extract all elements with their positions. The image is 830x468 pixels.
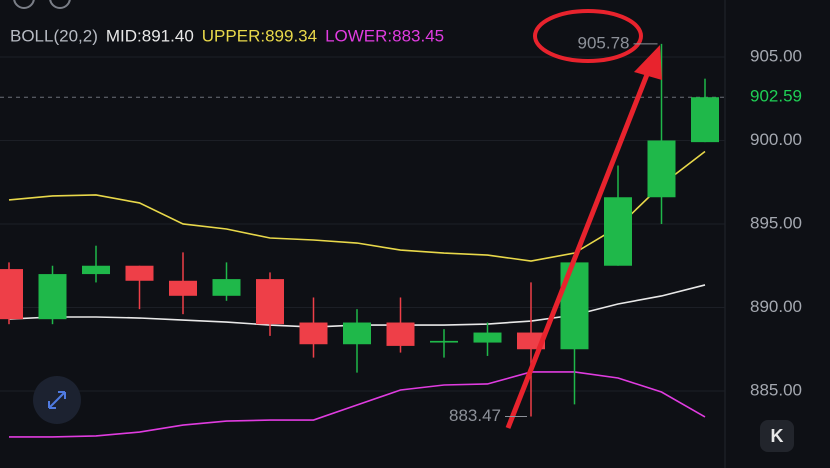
top-icon[interactable] <box>49 0 71 9</box>
min-annotation: 883.47 <box>449 406 501 425</box>
y-tick-label: 895.00 <box>750 213 802 232</box>
arrow-shaft <box>505 71 651 429</box>
candle-body <box>560 262 589 350</box>
candle-body <box>386 322 415 346</box>
arrow-head <box>634 45 662 80</box>
y-tick-label: 905.00 <box>750 46 802 65</box>
candle-body <box>299 322 328 345</box>
candle-body <box>82 265 110 275</box>
candle-body <box>169 280 197 296</box>
candle-body <box>256 279 284 325</box>
candle-body <box>125 265 154 281</box>
y-tick-label: 900.00 <box>750 130 802 149</box>
legend-entry: UPPER:899.34 <box>202 26 317 45</box>
k-button[interactable] <box>760 420 794 452</box>
last-price-label: 902.59 <box>750 87 802 106</box>
y-tick-label: 885.00 <box>750 380 802 399</box>
candle-body <box>473 332 502 343</box>
candle-body <box>212 279 241 296</box>
candle-body <box>691 97 719 143</box>
k-button-label: K <box>771 426 784 446</box>
candle-body <box>430 340 458 343</box>
indicator-label: BOLL(20,2) <box>10 26 98 45</box>
legend-entry: LOWER:883.45 <box>325 26 444 45</box>
legend: MID:891.40 UPPER:899.34 LOWER:883.45 <box>106 26 444 45</box>
candle-body <box>38 274 67 320</box>
candle-body <box>647 140 676 198</box>
band-line <box>8 150 706 262</box>
expand-icon <box>48 391 66 409</box>
max-annotation: 905.78 <box>578 33 630 52</box>
band-line <box>9 371 706 438</box>
top-icon[interactable] <box>13 0 35 9</box>
candle-body <box>343 322 371 345</box>
candle-body <box>604 197 632 266</box>
candle-body <box>0 269 23 320</box>
highlight-ellipse <box>533 9 643 63</box>
legend-entry: MID:891.40 <box>106 26 194 45</box>
y-tick-label: 890.00 <box>750 297 802 316</box>
